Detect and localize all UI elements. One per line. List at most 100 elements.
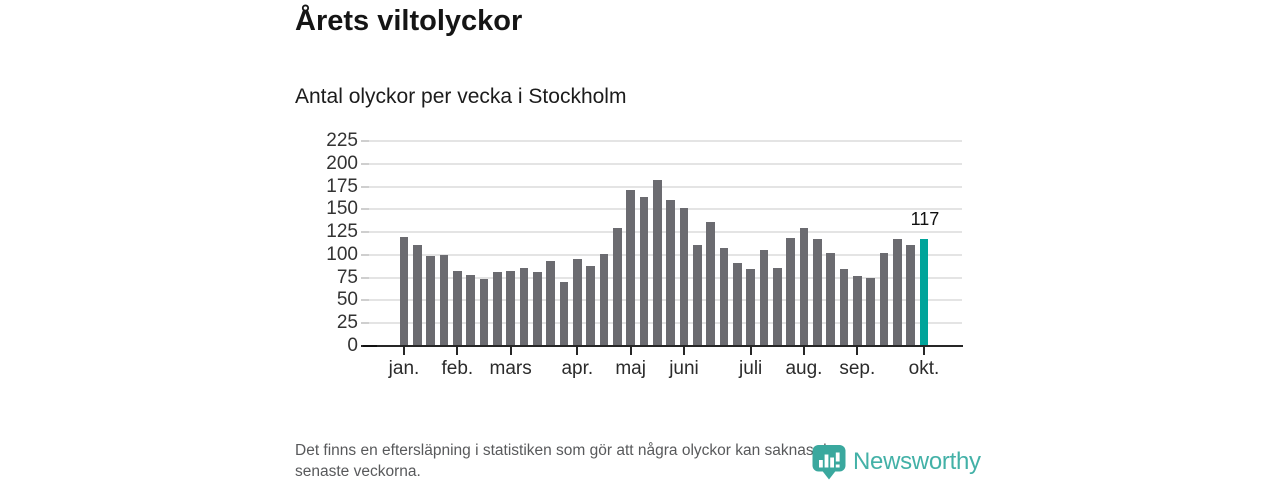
- bar-week-38: [892, 238, 902, 346]
- newsworthy-logo[interactable]: Newsworthy: [812, 444, 981, 480]
- gridline-225: [367, 140, 962, 142]
- bar-week-23: [692, 244, 702, 346]
- bar-week-8: [492, 272, 502, 346]
- bar-week-2: [412, 244, 422, 346]
- x-tick-jan: [402, 347, 406, 355]
- bar-week-5: [452, 271, 462, 346]
- x-tick-sep: [856, 347, 859, 355]
- y-tick-50: [361, 299, 369, 302]
- y-axis-label-225: 225: [326, 130, 358, 151]
- x-tick-juli: [749, 347, 752, 355]
- x-axis-line: [361, 344, 963, 348]
- bar-week-35: [852, 275, 862, 346]
- gridline-25: [367, 322, 962, 325]
- y-tick-200: [361, 162, 369, 165]
- bar-week-16: [599, 253, 609, 346]
- bar-week-37: [879, 253, 889, 346]
- x-tick-okt: [922, 347, 926, 355]
- bar-week-21: [666, 200, 675, 346]
- x-tick-maj: [629, 347, 632, 355]
- x-axis-label-sep: sep.: [839, 358, 876, 379]
- chart-title: Årets viltolyckor: [295, 5, 523, 37]
- y-axis-label-200: 200: [326, 152, 358, 174]
- x-tick-apr: [576, 347, 579, 355]
- bar-week-34: [839, 268, 849, 346]
- newsworthy-pin-icon: [812, 445, 846, 480]
- footnote: Det finns en eftersläpning i statistiken…: [295, 441, 995, 480]
- bar-week-24: [706, 222, 715, 346]
- x-axis-label-apr: apr.: [561, 358, 594, 379]
- chart-subtitle: Antal olyckor per vecka i Stockholm: [295, 85, 627, 108]
- bar-week-7: [479, 278, 489, 346]
- x-tick-feb: [456, 347, 459, 355]
- y-tick-25: [361, 322, 369, 325]
- footnote-line-1: Det finns en eftersläpning i statistiken…: [295, 442, 836, 459]
- y-axis-label-50: 50: [336, 289, 358, 311]
- plot-area: [361, 140, 962, 346]
- y-tick-100: [361, 253, 369, 256]
- gridline-175: [367, 185, 962, 188]
- gridline-200: [367, 162, 962, 165]
- y-axis-label-75: 75: [336, 266, 358, 288]
- bar-week-33: [826, 253, 835, 346]
- y-axis-label-125: 125: [326, 221, 358, 243]
- bar-week-1: [399, 236, 409, 346]
- gridline-125: [367, 231, 962, 234]
- bar-week-30: [786, 237, 795, 346]
- bar-week-19: [639, 196, 649, 346]
- y-axis-zero-tick: [363, 344, 377, 348]
- gridline-75: [367, 276, 962, 279]
- gridline-100: [367, 253, 962, 256]
- bar-week-11: [532, 272, 542, 346]
- y-axis-label-175: 175: [326, 175, 358, 197]
- bar-week-31: [799, 227, 809, 346]
- y-axis-label-150: 150: [326, 198, 358, 220]
- bar-week-29: [772, 267, 782, 346]
- bar-week-12: [546, 261, 555, 346]
- bar-week-25: [719, 247, 729, 346]
- y-tick-75: [361, 276, 369, 279]
- x-tick-juni: [682, 347, 686, 355]
- x-axis-label-mars: mars: [489, 358, 532, 379]
- bar-week-18: [626, 190, 635, 346]
- bar-week-39: [906, 244, 915, 346]
- footnote-line-2: senaste veckorna.: [295, 462, 421, 480]
- bar-week-10: [519, 267, 529, 346]
- gridline-50: [367, 299, 962, 302]
- bar-week-15: [586, 265, 595, 346]
- y-tick-125: [361, 231, 369, 234]
- bar-week-32: [812, 238, 822, 346]
- y-tick-225: [361, 140, 369, 142]
- y-tick-150: [361, 208, 369, 211]
- bar-value-label: 117: [910, 209, 940, 229]
- bar-week-13: [559, 282, 569, 346]
- x-axis-label-feb: feb.: [441, 358, 474, 379]
- bar-week-22: [679, 208, 689, 346]
- bar-week-20: [652, 180, 662, 346]
- x-axis-label-jan: jan.: [388, 358, 420, 379]
- x-tick-aug: [802, 347, 806, 355]
- bar-week-17: [612, 227, 622, 346]
- bar-week-28: [759, 250, 769, 346]
- bar-week-3: [426, 255, 435, 346]
- bar-week-26: [732, 263, 742, 346]
- x-axis-label-juni: juni: [669, 358, 699, 379]
- x-axis-label-juli: juli: [739, 358, 763, 379]
- bar-week-6: [466, 274, 475, 346]
- bar-week-14: [572, 258, 582, 346]
- y-axis-label-100: 100: [326, 243, 358, 265]
- gridline-150: [367, 208, 962, 211]
- bar-week-36: [866, 277, 875, 346]
- newsworthy-wordmark: Newsworthy: [853, 448, 981, 475]
- x-axis-label-aug: aug.: [785, 358, 823, 379]
- y-axis-labels: 0 25 50 75 100 125 150 175 200 225: [270, 0, 358, 480]
- bar-week-9: [506, 271, 515, 346]
- y-tick-175: [361, 185, 369, 188]
- bar-week-27: [746, 268, 755, 346]
- x-axis-label-okt: okt.: [908, 358, 940, 379]
- x-axis-label-maj: maj: [615, 358, 646, 379]
- y-axis-label-25: 25: [336, 312, 358, 334]
- bar-week-4: [439, 254, 449, 346]
- x-tick-mars: [509, 347, 512, 355]
